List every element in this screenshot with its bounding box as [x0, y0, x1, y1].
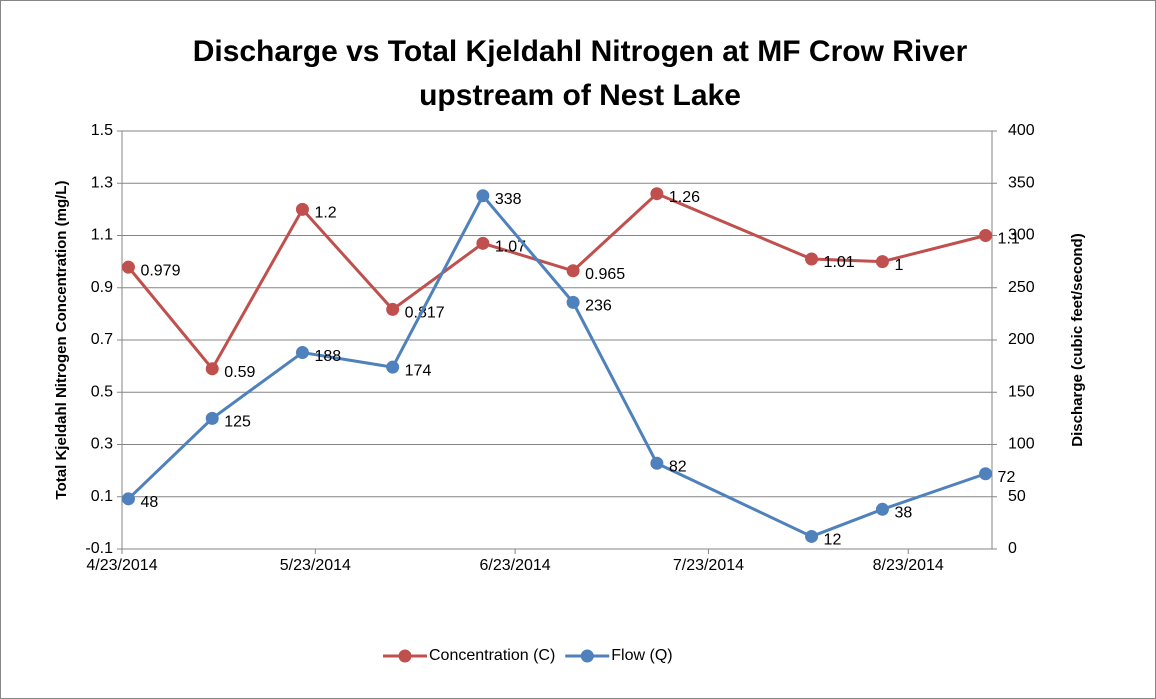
data-point: [121, 492, 135, 506]
y-tick-label: 0.3: [91, 436, 113, 453]
y-tick-label: -0.1: [85, 540, 113, 557]
data-label: 188: [314, 348, 341, 365]
legend-label: Flow (Q): [611, 647, 672, 664]
data-label: 0.59: [224, 364, 255, 381]
x-tick-label: 5/23/2014: [280, 557, 351, 574]
x-tick-label: 7/23/2014: [673, 557, 744, 574]
data-label: 38: [894, 505, 912, 522]
data-label: 236: [585, 298, 612, 315]
data-label: 1.26: [669, 189, 700, 206]
data-label: 1.2: [314, 205, 336, 222]
y2-tick-label: 50: [1008, 488, 1026, 505]
data-label: 12: [824, 532, 842, 549]
data-point: [121, 260, 135, 274]
legend-marker: [398, 649, 412, 663]
data-point: [979, 229, 993, 242]
y2-tick-label: 200: [1008, 331, 1035, 348]
data-label: 72: [998, 469, 1016, 486]
data-label: 338: [495, 191, 522, 208]
data-label: 82: [669, 459, 687, 476]
data-label: 48: [140, 494, 158, 511]
legend-marker: [580, 649, 594, 663]
data-label: 1: [894, 257, 903, 274]
y-tick-label: 1.5: [91, 122, 113, 139]
data-point: [476, 189, 490, 203]
y2-tick-label: 250: [1008, 279, 1035, 296]
data-point: [979, 467, 993, 481]
y-tick-label: 0.9: [91, 279, 113, 296]
chart-title: Discharge vs Total Kjeldahl Nitrogen at …: [193, 35, 968, 112]
data-label: 1.1: [998, 231, 1020, 248]
y2-tick-label: 100: [1008, 436, 1035, 453]
data-label: 125: [224, 414, 251, 431]
y2-tick-label: 350: [1008, 174, 1035, 191]
y-tick-label: 0.7: [91, 331, 113, 348]
y2-tick-label: 400: [1008, 122, 1035, 139]
data-label: 0.817: [405, 305, 445, 322]
data-label: 0.979: [140, 262, 180, 279]
data-point: [805, 529, 819, 543]
series-line: [127, 191, 986, 372]
x-tick-label: 4/23/2014: [86, 557, 157, 574]
y-tick-label: 0.5: [91, 383, 113, 400]
data-label: 1.01: [824, 254, 855, 271]
data-point: [476, 236, 490, 250]
x-tick-label: 6/23/2014: [480, 557, 551, 574]
legend-label: Concentration (C): [429, 647, 555, 664]
x-tick-label: 8/23/2014: [873, 557, 944, 574]
data-point: [295, 346, 309, 360]
data-point: [386, 302, 400, 316]
series-line: [127, 193, 987, 539]
y-tick-label: 0.1: [91, 488, 113, 505]
y2-tick-label: 300: [1008, 227, 1035, 244]
y2-axis-title: Discharge (cubic feet/second): [1069, 233, 1086, 446]
y-tick-label: 1.1: [91, 227, 113, 244]
data-point: [650, 187, 664, 201]
data-point: [875, 255, 889, 269]
y-axis-title: Total Kjeldahl Nitrogen Concentration (m…: [53, 181, 70, 500]
data-point: [805, 252, 819, 266]
y2-tick-label: 150: [1008, 383, 1035, 400]
data-point: [295, 202, 309, 216]
y-tick-label: 1.3: [91, 174, 113, 191]
data-point: [650, 456, 664, 470]
data-point: [875, 502, 889, 516]
y2-tick-label: 0: [1008, 540, 1017, 557]
data-point: [205, 362, 219, 376]
data-point: [566, 295, 580, 309]
data-point: [386, 360, 400, 374]
data-label: 0.965: [585, 266, 625, 283]
data-point: [566, 264, 580, 278]
data-label: 174: [405, 362, 432, 379]
data-point: [205, 411, 219, 425]
data-label: 1.07: [495, 239, 526, 256]
